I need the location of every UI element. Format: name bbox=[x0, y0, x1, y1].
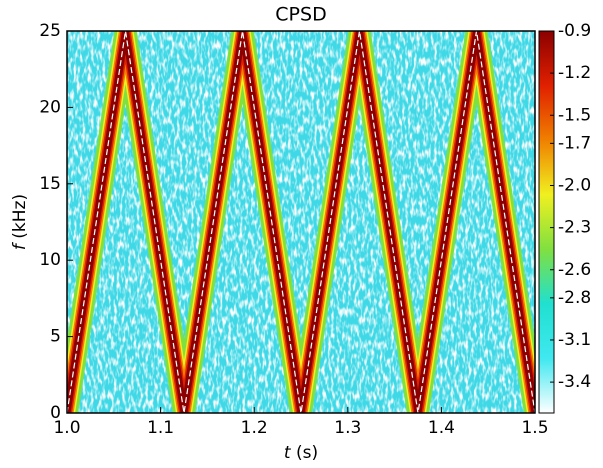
x-symbol: t bbox=[284, 443, 292, 463]
colorbar-tick-label: -2.8 bbox=[558, 288, 591, 308]
colorbar-tick-label: -2.0 bbox=[558, 175, 591, 195]
x-tick-label: 1.1 bbox=[147, 418, 174, 438]
colorbar-tick-label: -1.7 bbox=[558, 133, 591, 153]
ridge-group bbox=[67, 31, 535, 413]
y-tick-label: 10 bbox=[39, 250, 61, 270]
x-tick-label: 1.5 bbox=[521, 418, 548, 438]
x-tick-label: 1.4 bbox=[428, 418, 455, 438]
y-tick-label: 25 bbox=[39, 21, 61, 41]
colorbar bbox=[538, 30, 555, 414]
y-unit: (kHz) bbox=[10, 194, 30, 239]
y-symbol: f bbox=[10, 241, 30, 250]
y-tick-label: 5 bbox=[50, 327, 61, 347]
colorbar-tick-label: -0.9 bbox=[558, 21, 591, 41]
colorbar-tick-label: -3.4 bbox=[558, 372, 591, 392]
x-tick-label: 1.0 bbox=[53, 418, 80, 438]
y-tick-label: 20 bbox=[39, 97, 61, 117]
y-tick-label: 15 bbox=[39, 174, 61, 194]
colorbar-tick-label: -2.3 bbox=[558, 218, 591, 238]
x-tick-label: 1.3 bbox=[334, 418, 361, 438]
y-tick-label: 0 bbox=[50, 403, 61, 423]
y-axis-label: f (kHz) bbox=[10, 194, 30, 250]
plot-frame bbox=[66, 30, 536, 414]
colorbar-tick-label: -3.1 bbox=[558, 330, 591, 350]
colorbar-tick-label: -1.2 bbox=[558, 63, 591, 83]
x-unit: (s) bbox=[296, 443, 318, 463]
chart-title: CPSD bbox=[275, 4, 326, 26]
colorbar-tick-label: -2.6 bbox=[558, 260, 591, 280]
x-tick-label: 1.2 bbox=[241, 418, 268, 438]
ridge-center bbox=[67, 31, 535, 413]
x-axis-label: t (s) bbox=[284, 443, 318, 463]
colorbar-tick-label: -1.5 bbox=[558, 105, 591, 125]
